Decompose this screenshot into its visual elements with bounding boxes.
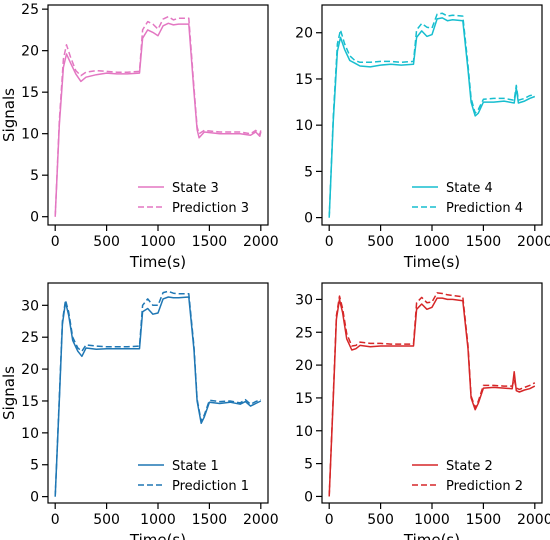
x-tick-label: 500 xyxy=(93,512,120,528)
y-tick-label: 0 xyxy=(304,211,313,227)
y-tick-label: 20 xyxy=(21,362,39,378)
x-tick-label: 1500 xyxy=(192,234,228,250)
legend: State 3 Prediction 3 xyxy=(138,181,249,216)
legend-label: Prediction 1 xyxy=(172,479,249,494)
x-axis-label: Time(s) xyxy=(129,531,186,540)
y-tick-label: 20 xyxy=(295,26,313,42)
y-tick-label: 20 xyxy=(295,358,313,374)
y-tick-label: 15 xyxy=(295,391,313,407)
chart-panel-4: 0 500 1000 1500 2000 0 5 10 15 20 25 30 Time(s) State… xyxy=(295,282,550,540)
x-tick-label: 500 xyxy=(367,512,394,528)
series-line-state xyxy=(54,22,262,217)
plot-frame xyxy=(47,282,269,504)
x-tick-label: 500 xyxy=(93,234,120,250)
y-tick-label: 25 xyxy=(295,325,313,341)
y-tick-label: 20 xyxy=(21,44,39,60)
series-line-prediction xyxy=(54,290,262,497)
y-tick-label: 15 xyxy=(21,394,39,410)
series-line-state xyxy=(54,296,262,497)
y-tick-label: 5 xyxy=(30,458,39,474)
series-line-state xyxy=(328,297,536,497)
series-line-prediction xyxy=(328,292,536,497)
x-axis-label: Time(s) xyxy=(403,531,460,540)
y-tick-label: 10 xyxy=(295,118,313,134)
y-tick-label: 15 xyxy=(21,85,39,101)
x-tick-label: 1000 xyxy=(414,234,450,250)
legend: State 1 Prediction 1 xyxy=(138,459,249,494)
legend-label: State 2 xyxy=(446,459,493,474)
legend-label: Prediction 4 xyxy=(446,201,523,216)
y-tick-label: 10 xyxy=(295,424,313,440)
x-tick-label: 1500 xyxy=(466,512,502,528)
legend-label: State 1 xyxy=(172,459,219,474)
legend-label: State 4 xyxy=(446,181,493,196)
y-tick-label: 25 xyxy=(21,2,39,18)
series-line-state xyxy=(328,17,536,218)
x-axis-label: Time(s) xyxy=(403,253,460,271)
legend: State 4 Prediction 4 xyxy=(412,181,523,216)
chart-panel-2: 0 500 1000 1500 2000 0 5 10 15 20 Time(s) State 4 Pr… xyxy=(295,4,550,271)
y-tick-label: 25 xyxy=(21,330,39,346)
x-tick-label: 2000 xyxy=(243,512,279,528)
y-tick-label: 10 xyxy=(21,426,39,442)
x-tick-label: 2000 xyxy=(517,234,550,250)
y-tick-label: 15 xyxy=(295,72,313,88)
y-tick-label: 0 xyxy=(30,490,39,506)
y-tick-label: 5 xyxy=(30,168,39,184)
plot-frame xyxy=(47,4,269,226)
y-tick-label: 10 xyxy=(21,127,39,143)
legend-label: State 3 xyxy=(172,181,219,196)
x-tick-label: 1000 xyxy=(414,512,450,528)
x-tick-label: 0 xyxy=(51,512,60,528)
x-tick-label: 1500 xyxy=(466,234,502,250)
y-tick-label: 0 xyxy=(304,489,313,505)
y-tick-label: 5 xyxy=(304,457,313,473)
legend: State 2 Prediction 2 xyxy=(412,459,523,494)
y-tick-label: 0 xyxy=(30,210,39,226)
series-line-prediction xyxy=(54,15,262,217)
x-tick-label: 1000 xyxy=(140,234,176,250)
x-tick-label: 0 xyxy=(325,234,334,250)
x-axis-label: Time(s) xyxy=(129,253,186,271)
x-tick-label: 500 xyxy=(367,234,394,250)
y-tick-label: 5 xyxy=(304,164,313,180)
plot-frame xyxy=(321,282,543,504)
series-line-prediction xyxy=(328,12,535,218)
x-tick-label: 0 xyxy=(325,512,334,528)
plot-frame xyxy=(321,4,543,226)
x-tick-label: 2000 xyxy=(517,512,550,528)
x-tick-label: 0 xyxy=(51,234,60,250)
x-tick-label: 1000 xyxy=(140,512,176,528)
legend-label: Prediction 3 xyxy=(172,201,249,216)
x-tick-label: 2000 xyxy=(243,234,279,250)
x-tick-label: 1500 xyxy=(192,512,228,528)
legend-label: Prediction 2 xyxy=(446,479,523,494)
y-axis-label: Signals xyxy=(0,88,18,142)
chart-panel-3: 0 500 1000 1500 2000 0 5 10 15 20 25 30 Time(s) Signa… xyxy=(0,282,279,540)
y-axis-label: Signals xyxy=(0,366,18,420)
y-tick-label: 30 xyxy=(295,292,313,308)
chart-panel-1: 0 500 1000 1500 2000 0 5 10 15 20 25 Time(s) Signals… xyxy=(0,2,279,271)
y-tick-label: 30 xyxy=(21,298,39,314)
